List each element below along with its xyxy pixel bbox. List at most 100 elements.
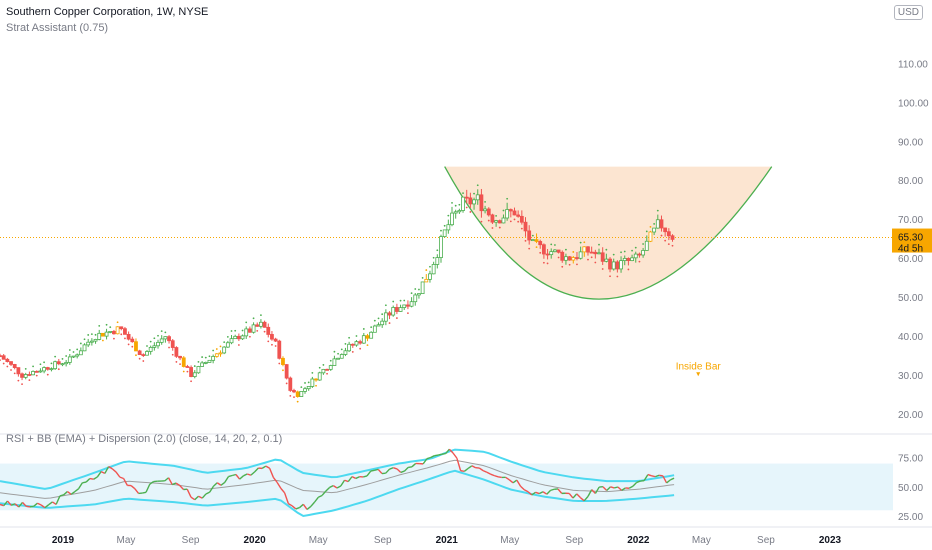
strat-marker xyxy=(267,340,270,343)
rsi-segment xyxy=(198,495,203,499)
rsi-segment xyxy=(482,469,488,473)
candle-body xyxy=(534,239,539,242)
strat-marker xyxy=(171,353,174,356)
strat-marker xyxy=(307,381,310,384)
candle-body xyxy=(31,370,35,376)
rsi-segment xyxy=(209,485,215,493)
strat-marker xyxy=(318,366,321,369)
strat-marker xyxy=(274,345,277,347)
strat-marker xyxy=(197,361,200,363)
rsi-segment xyxy=(351,475,357,480)
rsi-segment xyxy=(89,477,94,480)
candle-body xyxy=(472,199,476,205)
strat-marker xyxy=(568,263,571,266)
candle-body xyxy=(104,331,109,337)
candle-body xyxy=(27,374,32,376)
strat-marker xyxy=(373,319,376,322)
candle-body xyxy=(450,212,454,226)
strat-marker xyxy=(340,348,343,351)
rsi-segment xyxy=(393,467,398,470)
candle-body xyxy=(406,304,410,307)
strat-marker xyxy=(90,333,93,336)
rsi-segment xyxy=(74,488,80,493)
rsi-segment xyxy=(10,503,16,506)
candle-body xyxy=(541,244,546,255)
price-tick-label: 50.00 xyxy=(898,293,923,304)
rsi-segment xyxy=(122,478,128,486)
rsi-segment xyxy=(520,485,525,491)
rsi-segment xyxy=(344,479,349,483)
rsi-segment xyxy=(550,488,555,492)
strat-marker xyxy=(645,230,648,233)
candle-body xyxy=(181,357,186,367)
candle-body xyxy=(490,214,495,223)
candle-body xyxy=(148,347,153,352)
candle-body xyxy=(299,391,304,397)
candle-body xyxy=(398,307,403,312)
strat-marker xyxy=(35,374,38,377)
strat-marker xyxy=(517,220,520,223)
candle-body xyxy=(644,240,649,251)
strat-marker xyxy=(28,379,31,382)
candle-body xyxy=(619,260,623,270)
strat-marker xyxy=(399,299,402,302)
candle-body xyxy=(516,214,521,217)
rsi-segment xyxy=(194,495,199,501)
rsi-segment xyxy=(583,496,589,502)
currency-button[interactable]: USD xyxy=(893,5,923,20)
strat-marker xyxy=(252,317,255,320)
price-tick-label: 70.00 xyxy=(898,215,923,226)
strat-marker xyxy=(146,345,148,347)
strat-marker xyxy=(476,184,479,187)
strat-marker xyxy=(355,335,358,337)
strat-marker xyxy=(451,201,453,204)
strat-marker xyxy=(142,360,145,362)
rsi-segment xyxy=(329,485,334,489)
candle-body xyxy=(192,372,197,377)
rsi-segment xyxy=(235,474,241,480)
candle-body xyxy=(420,281,425,295)
strat-marker xyxy=(429,265,431,268)
candle-body xyxy=(244,328,249,337)
x-tick-label: Sep xyxy=(182,535,200,546)
strat-marker xyxy=(289,395,292,397)
rsi-segment xyxy=(377,468,383,475)
rsi-segment xyxy=(434,454,439,457)
rsi-segment xyxy=(14,503,20,508)
candle-body xyxy=(556,249,561,253)
candle-body xyxy=(281,357,285,365)
strat-marker xyxy=(164,331,167,334)
rsi-segment xyxy=(445,448,450,455)
rsi-segment xyxy=(636,480,641,484)
rsi-segment xyxy=(670,477,675,481)
chart-title[interactable]: Southern Copper Corporation, 1W, NYSE xyxy=(6,6,209,18)
candle-body xyxy=(652,227,657,233)
strat-marker xyxy=(667,243,670,245)
strat-marker xyxy=(65,355,68,357)
x-tick-label: 2023 xyxy=(819,535,842,546)
strat-marker xyxy=(557,256,560,259)
rsi-segment xyxy=(347,476,353,482)
candle-body xyxy=(240,335,245,340)
candle-body xyxy=(130,338,135,343)
strat-marker xyxy=(491,227,494,229)
strat-marker xyxy=(101,339,104,342)
rsi-segment xyxy=(70,490,76,495)
strat-marker xyxy=(68,349,71,351)
rsi-segment xyxy=(426,456,431,460)
rsi-segment xyxy=(179,485,185,490)
strat-marker xyxy=(535,246,538,249)
strat-marker xyxy=(366,344,369,347)
strat-marker xyxy=(388,322,391,324)
strat-marker xyxy=(612,253,615,256)
candle-body xyxy=(468,197,473,205)
rsi-segment xyxy=(538,491,544,495)
rsi-segment xyxy=(448,448,454,454)
strat-marker xyxy=(572,251,575,253)
strat-marker xyxy=(671,244,674,247)
strat-marker xyxy=(237,344,240,346)
indicator-title[interactable]: Strat Assistant (0.75) xyxy=(6,22,109,34)
rsi-segment xyxy=(220,481,226,486)
